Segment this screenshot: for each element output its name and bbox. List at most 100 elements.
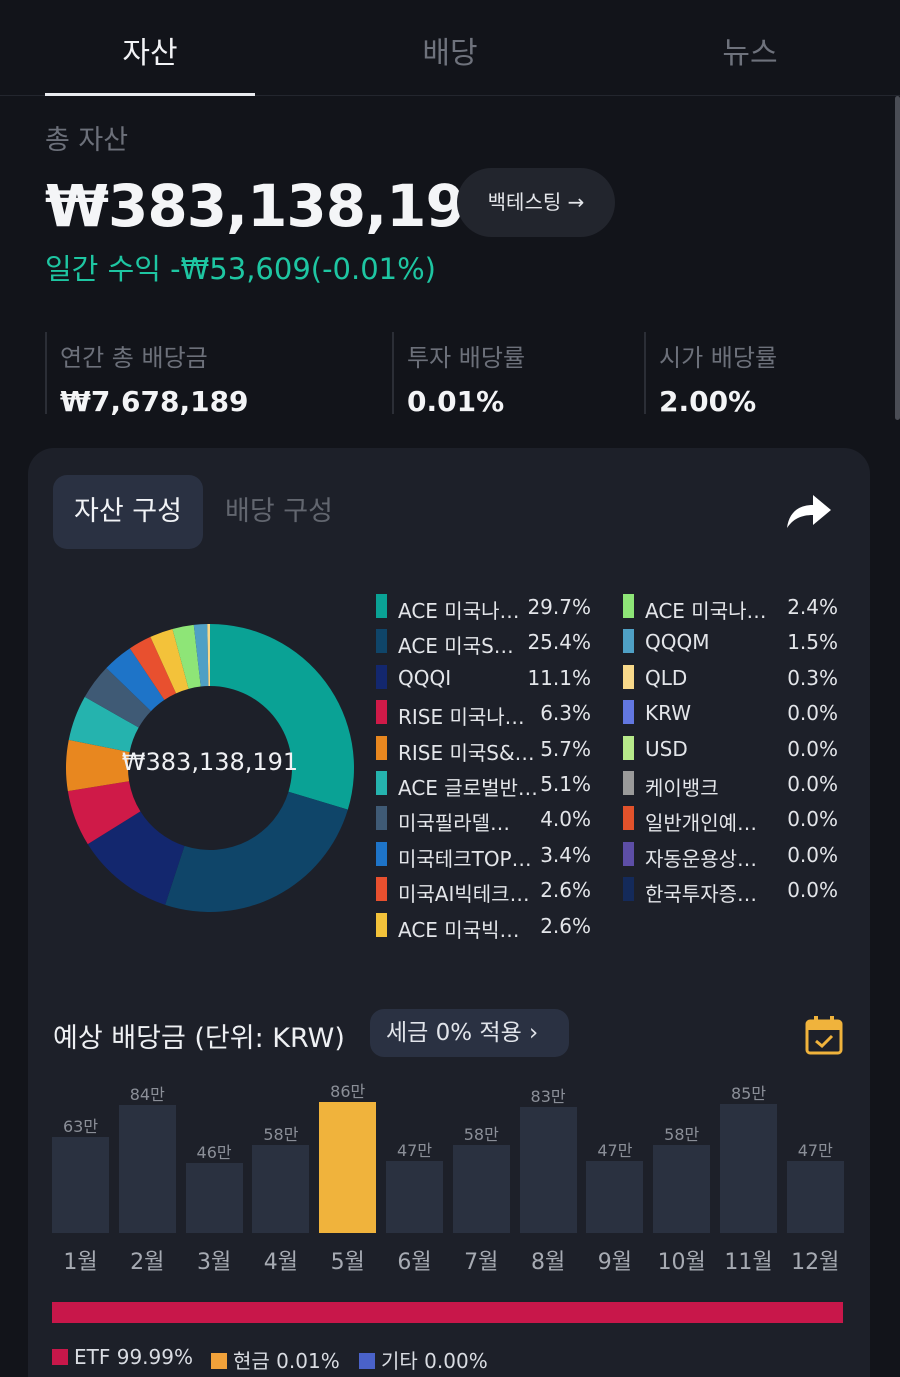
legend-name: RISE 미국나…	[398, 705, 525, 730]
bar-6[interactable]	[386, 1161, 443, 1233]
bar-2[interactable]	[118, 1105, 176, 1233]
bar-4[interactable]	[252, 1144, 310, 1233]
legend-percent: 4.0%	[540, 807, 591, 832]
legend-name: ACE 미국나…	[398, 599, 520, 623]
bar-value-label: 58만	[463, 1124, 499, 1144]
stat-label: 시가 배당률	[659, 344, 778, 372]
stat-label: 투자 배당률	[407, 344, 526, 372]
legend-swatch	[376, 877, 387, 902]
legend-item: USD 0.0%	[623, 735, 838, 761]
legend-item: ACE 미국나… 29.7%	[376, 594, 591, 623]
pie-slice	[84, 668, 151, 728]
asset-type-bar	[52, 1302, 843, 1323]
stat-market-yield: 시가 배당률 2.00%	[644, 332, 778, 418]
pie-slice	[207, 624, 210, 687]
stat-label: 연간 총 배당금	[60, 344, 208, 372]
legend-swatch	[623, 594, 634, 618]
tab-dividend-composition[interactable]: 배당 구성	[225, 496, 333, 527]
total-assets-value: ₩383,138,191	[45, 172, 505, 240]
legend-name: 일반개인예…	[645, 811, 757, 836]
legend-name: 미국테크TOP…	[398, 846, 532, 871]
backtest-button[interactable]: 백테스팅 →	[457, 168, 615, 237]
tab-news[interactable]: 뉴스	[722, 36, 778, 71]
tax-toggle-button[interactable]: 세금 0% 적용 ›	[370, 1009, 569, 1057]
legend-name: QQQI	[398, 665, 452, 690]
legend-item: QQQM 1.5%	[623, 629, 838, 654]
bar-9[interactable]	[586, 1161, 644, 1233]
legend-percent: 0.0%	[787, 701, 838, 726]
donut-center-total: ₩383,138,191	[121, 748, 299, 776]
month-label: 6월	[397, 1250, 432, 1275]
legend-name: KRW	[645, 701, 691, 726]
legend-swatch	[376, 700, 387, 725]
legend-swatch	[211, 1353, 227, 1369]
legend-name: ACE 미국S…	[398, 634, 514, 659]
legend-swatch	[623, 771, 634, 795]
legend-item: ACE 미국S… 25.4%	[376, 629, 591, 658]
legend-other: 기타 0.00%	[359, 1345, 488, 1373]
legend-label: 현금 0.01%	[233, 1349, 340, 1373]
legend-name: RISE 미국S&…	[398, 740, 535, 765]
legend-name: ACE 글로벌반…	[398, 776, 538, 800]
legend-item: QLD 0.3%	[623, 664, 838, 690]
bar-3[interactable]	[185, 1162, 243, 1233]
tab-asset-composition[interactable]: 자산 구성	[53, 475, 203, 549]
stat-investment-yield: 투자 배당률 0.01%	[392, 332, 526, 418]
legend-item: ACE 미국나… 2.4%	[623, 594, 838, 623]
bar-value-label: 47만	[597, 1141, 633, 1161]
scrollbar[interactable]	[895, 96, 900, 420]
month-label: 7월	[464, 1250, 499, 1275]
legend-name: QLD	[645, 665, 688, 690]
legend-swatch	[52, 1349, 68, 1365]
legend-percent: 2.4%	[787, 595, 838, 619]
legend-item: 미국필라델… 4.0%	[376, 806, 591, 835]
tab-assets[interactable]: 자산	[122, 36, 178, 71]
legend-item: RISE 미국나… 6.3%	[376, 700, 591, 729]
bar-10[interactable]	[653, 1144, 711, 1233]
month-label: 9월	[597, 1250, 633, 1275]
month-label: 12월	[791, 1250, 840, 1275]
month-label: 4월	[263, 1250, 299, 1275]
bar-value-label: 86만	[330, 1082, 366, 1101]
bar-8[interactable]	[519, 1106, 577, 1233]
bar-5[interactable]	[319, 1102, 377, 1233]
legend-swatch	[359, 1353, 375, 1369]
legend-swatch	[623, 806, 634, 831]
bar-value-label: 47만	[797, 1141, 833, 1161]
legend-swatch	[376, 629, 387, 654]
legend-swatch	[623, 877, 634, 902]
bar-1[interactable]	[52, 1137, 109, 1233]
bar-value-label: 47만	[396, 1141, 433, 1161]
legend-percent: 25.4%	[527, 630, 591, 655]
stat-value: 0.01%	[407, 385, 505, 418]
bar-12[interactable]	[786, 1161, 844, 1233]
bar-11[interactable]	[720, 1103, 777, 1233]
legend-item: 한국투자증… 0.0%	[623, 877, 838, 906]
portfolio-card: 자산 구성 배당 구성 ₩383,138,191 ACE 미국나… 29.7% AC…	[28, 448, 870, 1377]
calendar-icon[interactable]	[804, 1014, 844, 1056]
pie-slice	[150, 628, 189, 694]
legend-swatch	[376, 771, 387, 795]
legend-item: ACE 글로벌반… 5.1%	[376, 771, 591, 800]
legend-name: 미국필라델…	[398, 811, 510, 836]
legend-cash: 현금 0.01%	[211, 1345, 340, 1373]
legend-name: ACE 미국나…	[645, 599, 767, 623]
pie-slice	[67, 781, 141, 845]
legend-percent: 5.1%	[540, 772, 591, 796]
share-icon[interactable]	[783, 490, 833, 530]
legend-swatch	[376, 594, 387, 618]
legend-percent: 2.6%	[540, 878, 591, 903]
legend-swatch	[623, 700, 634, 725]
bar-value-label: 46만	[196, 1142, 232, 1162]
dividend-chart-title: 예상 배당금 (단위: KRW)	[53, 1023, 345, 1054]
legend-percent: 0.0%	[787, 736, 838, 761]
legend-percent: 0.0%	[787, 807, 838, 832]
bar-7[interactable]	[452, 1144, 510, 1233]
legend-swatch	[376, 841, 387, 866]
pie-slice	[68, 696, 139, 753]
stat-annual-dividend: 연간 총 배당금 ₩7,678,189	[45, 332, 249, 418]
legend-item: 자동운용상… 0.0%	[623, 841, 838, 871]
bar-value-label: 58만	[664, 1124, 700, 1144]
tab-dividends[interactable]: 배당	[422, 36, 478, 71]
pie-slice	[165, 791, 348, 912]
